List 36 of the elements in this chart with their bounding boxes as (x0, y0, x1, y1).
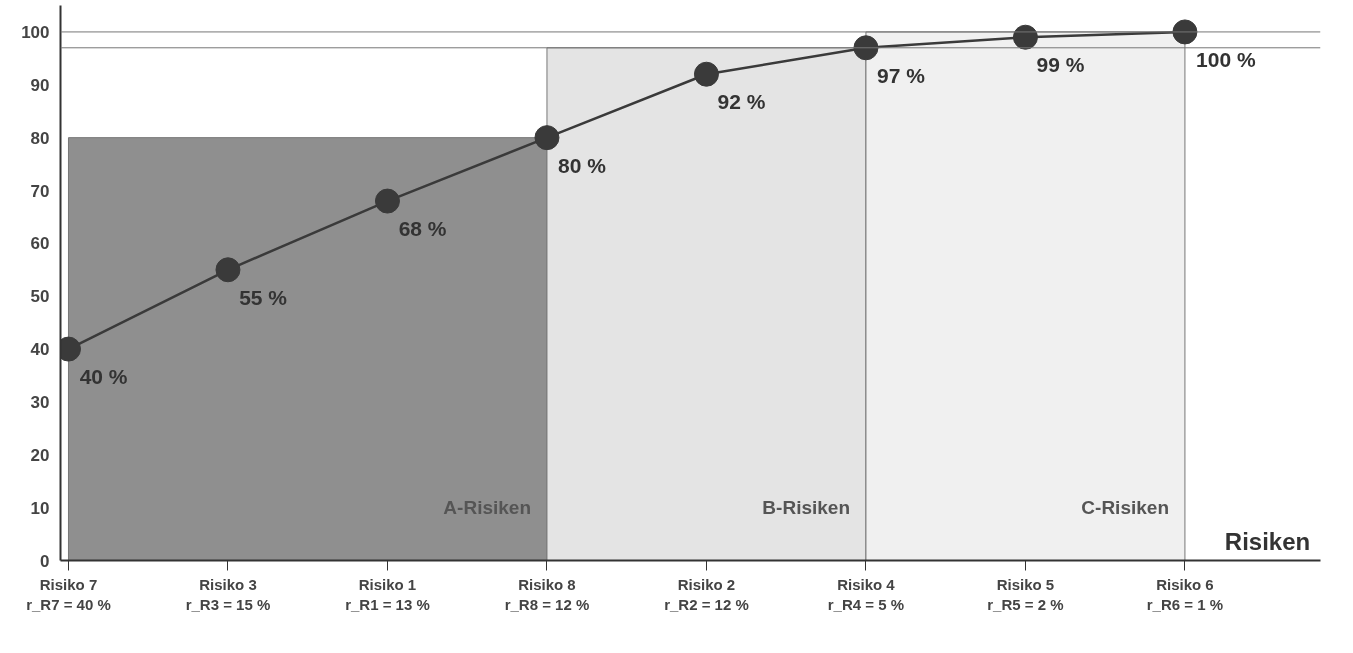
data-label: 68 % (398, 216, 447, 240)
band-label: A-Risiken (443, 497, 532, 519)
point (215, 257, 241, 283)
x-tick-label: Risiko 6 r_R6 = 1 % (1146, 575, 1224, 613)
x-tick-label: Risiko 3 r_R3 = 15 % (185, 575, 271, 613)
y-tick-label: 0 (40, 551, 50, 571)
data-label: 80 % (558, 153, 607, 177)
data-label: 97 % (877, 63, 926, 87)
y-tick-label: 80 (30, 128, 50, 148)
band-label: C-Risiken (1081, 497, 1169, 519)
x-axis-title: Risiken (1224, 528, 1311, 556)
x-tick-label: Risiko 2 r_R2 = 12 % (664, 575, 749, 613)
y-tick-label: 70 (30, 181, 50, 201)
point (853, 35, 879, 61)
y-tick-label: 40 (30, 340, 50, 360)
band-label: B-Risiken (762, 497, 850, 519)
y-tick-label: 20 (30, 445, 50, 465)
y-tick-label: 100 (21, 22, 50, 42)
x-tick-label: Risiko 8 r_R8 = 12 % (504, 575, 590, 613)
x-tick-label: Risiko 5 r_R5 = 2 % (987, 575, 1064, 613)
y-tick-label: 30 (30, 392, 50, 412)
data-label: 100 % (1196, 47, 1256, 71)
point (374, 188, 400, 214)
x-tick-label: Risiko 1 r_R1 = 13 % (345, 575, 430, 613)
data-label: 99 % (1036, 53, 1085, 77)
y-tick-label: 90 (30, 75, 50, 95)
y-tick-label: 60 (30, 234, 50, 254)
data-label: 55 % (239, 285, 288, 309)
data-label: 92 % (717, 90, 766, 114)
point (534, 125, 560, 151)
y-tick-label: 50 (30, 287, 50, 307)
x-tick-label: Risiko 7 r_R7 = 40 % (26, 575, 111, 613)
y-tick-label: 10 (30, 498, 50, 518)
point (693, 61, 719, 87)
data-label: 40 % (79, 364, 128, 388)
x-tick-label: Risiko 4 r_R4 = 5 % (827, 575, 905, 613)
